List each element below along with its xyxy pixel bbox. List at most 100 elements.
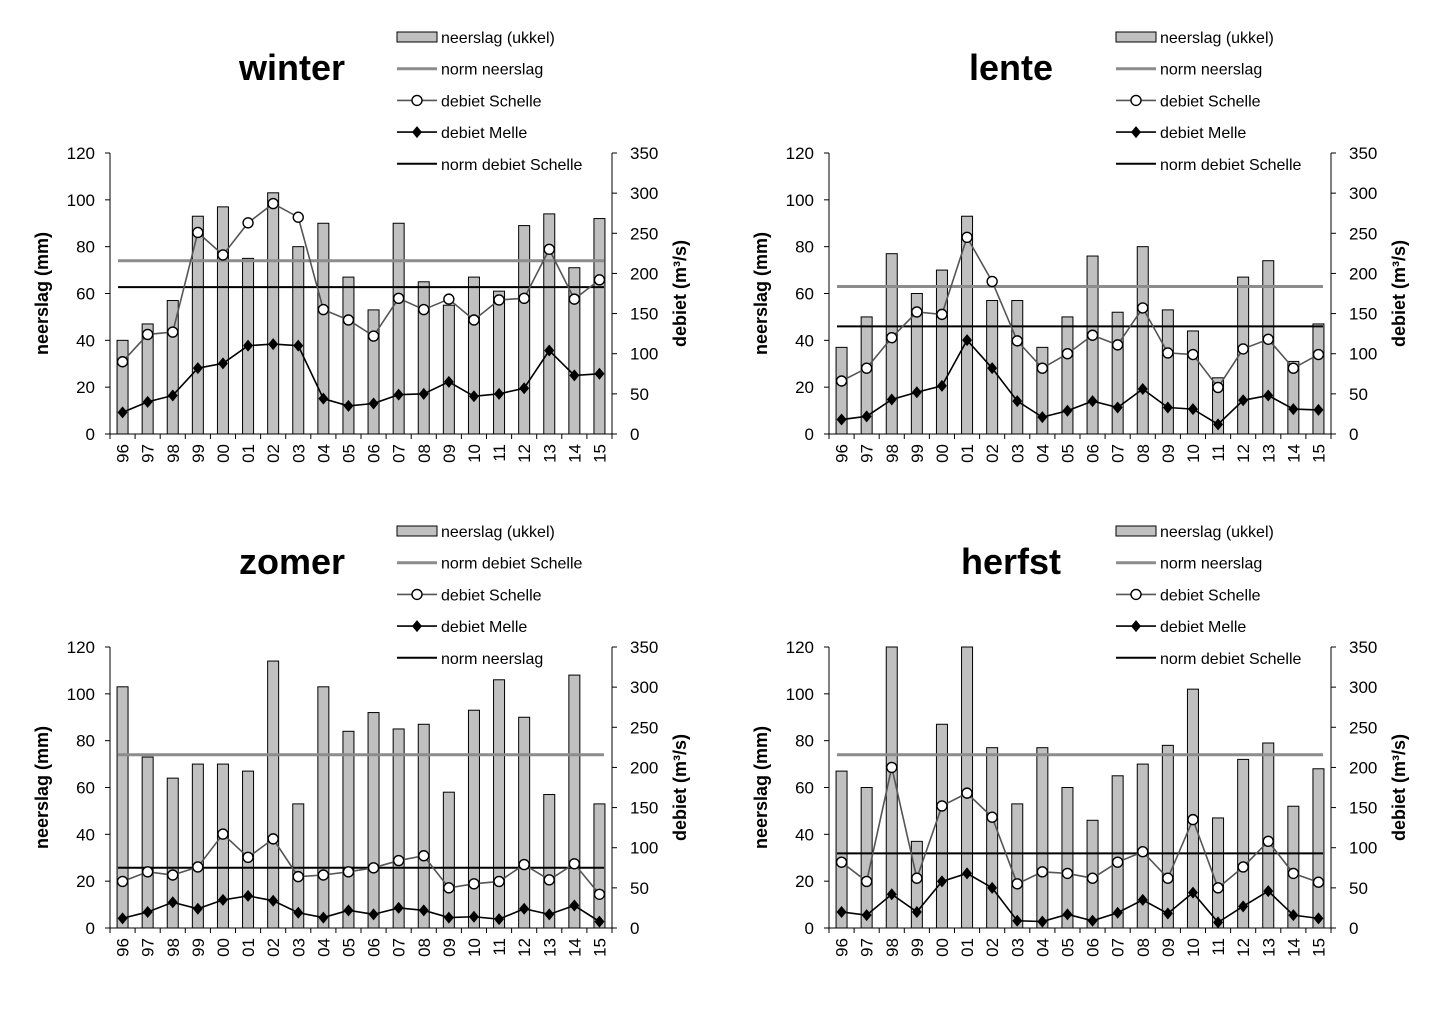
- point-schelle: [367, 862, 380, 874]
- bar: [1161, 309, 1174, 435]
- point-melle: [217, 357, 228, 370]
- point-schelle: [217, 249, 229, 261]
- point-melle: [217, 893, 228, 906]
- legend-label: debiet Schelle: [1160, 93, 1261, 110]
- legend-label: norm debiet Schelle: [441, 556, 583, 573]
- point-melle: [192, 362, 203, 375]
- bar: [267, 660, 280, 929]
- bar: [116, 686, 129, 929]
- x-tick-label: 12: [1234, 938, 1253, 957]
- y2-tick-label: 50: [630, 879, 649, 898]
- x-tick-label: 13: [540, 444, 559, 463]
- y2-tick-label: 50: [1349, 879, 1368, 898]
- x-tick-label: 07: [390, 938, 409, 957]
- point-melle: [368, 397, 379, 410]
- point-schelle: [568, 293, 581, 305]
- point-melle: [167, 389, 178, 402]
- x-tick-label: 11: [490, 938, 509, 956]
- point-schelle: [886, 761, 898, 774]
- legend-label: norm neerslag: [1160, 62, 1262, 79]
- point-schelle: [986, 811, 998, 823]
- legend-label: norm debiet Schelle: [1160, 157, 1302, 174]
- point-schelle: [1212, 381, 1224, 394]
- point-melle: [1263, 389, 1274, 402]
- y2-tick-label: 200: [1349, 264, 1377, 283]
- point-schelle: [468, 878, 480, 890]
- legend-label: norm neerslag: [441, 651, 543, 668]
- bar: [493, 290, 506, 435]
- y-tick-label: 120: [786, 144, 814, 163]
- chart-title: lente: [969, 47, 1053, 88]
- point-melle: [1238, 900, 1249, 913]
- x-tick-label: 96: [833, 938, 852, 957]
- x-tick-label: 14: [565, 444, 584, 463]
- point-melle: [569, 899, 580, 912]
- x-tick-label: 00: [933, 444, 952, 463]
- bar: [1011, 300, 1024, 435]
- chart-title: winter: [238, 47, 345, 88]
- chart-title: zomer: [239, 541, 345, 582]
- point-melle: [1162, 401, 1173, 414]
- point-schelle: [1237, 343, 1249, 355]
- x-tick-label: 06: [1084, 938, 1103, 957]
- x-tick-label: 04: [314, 444, 333, 463]
- point-melle: [1062, 908, 1073, 921]
- bar: [593, 218, 606, 435]
- y2-tick-label: 350: [1349, 144, 1377, 163]
- point-schelle: [1061, 348, 1074, 360]
- x-tick-label: 04: [314, 938, 333, 957]
- x-tick-label: 01: [239, 444, 258, 463]
- point-melle: [886, 393, 897, 406]
- bar: [1061, 787, 1074, 929]
- point-melle: [569, 369, 580, 382]
- point-melle: [836, 413, 847, 426]
- point-melle: [544, 344, 555, 357]
- y-tick-label: 20: [795, 872, 814, 891]
- bar: [568, 674, 581, 929]
- point-schelle: [116, 875, 129, 888]
- point-melle: [936, 379, 947, 392]
- point-melle: [418, 904, 429, 917]
- point-schelle: [317, 869, 330, 881]
- point-melle: [494, 913, 505, 926]
- bar: [141, 323, 154, 435]
- x-tick-label: 97: [139, 444, 158, 463]
- legend-label: neerslag (ukkel): [1160, 524, 1274, 541]
- point-schelle: [217, 828, 229, 840]
- x-tick-label: 01: [958, 444, 977, 463]
- bar: [1111, 311, 1124, 435]
- point-schelle: [192, 226, 204, 239]
- point-schelle: [936, 308, 948, 321]
- y2-tick-label: 250: [1349, 718, 1377, 737]
- point-melle: [1012, 395, 1023, 408]
- point-schelle: [1086, 872, 1099, 884]
- y-tick-label: 120: [67, 638, 95, 657]
- point-schelle: [1011, 878, 1023, 890]
- y2-tick-label: 350: [1349, 638, 1377, 657]
- point-schelle: [342, 314, 355, 326]
- legend-marker: [412, 620, 422, 633]
- y-axis-title: neerslag (mm): [32, 726, 52, 849]
- y-tick-label: 100: [786, 685, 814, 704]
- legend-marker: [1131, 620, 1141, 633]
- chart-title: herfst: [961, 541, 1061, 582]
- legend-label: neerslag (ukkel): [1160, 30, 1274, 47]
- x-tick-label: 96: [114, 938, 133, 957]
- point-melle: [1012, 914, 1023, 927]
- point-schelle: [986, 275, 998, 288]
- point-schelle: [468, 314, 480, 326]
- legend-label: debiet Schelle: [441, 587, 542, 604]
- point-schelle: [1036, 362, 1049, 374]
- y-tick-label: 40: [795, 331, 814, 350]
- y2-axis-title: debiet (m³/s): [1389, 734, 1409, 841]
- point-melle: [1238, 394, 1249, 407]
- point-schelle: [911, 306, 923, 318]
- point-schelle: [1287, 362, 1300, 374]
- bar: [1086, 255, 1099, 435]
- legend-swatch-bar: [1115, 31, 1157, 43]
- y-tick-label: 120: [786, 638, 814, 657]
- point-schelle: [493, 875, 505, 888]
- y2-axis-title: debiet (m³/s): [670, 240, 690, 347]
- point-melle: [243, 889, 254, 902]
